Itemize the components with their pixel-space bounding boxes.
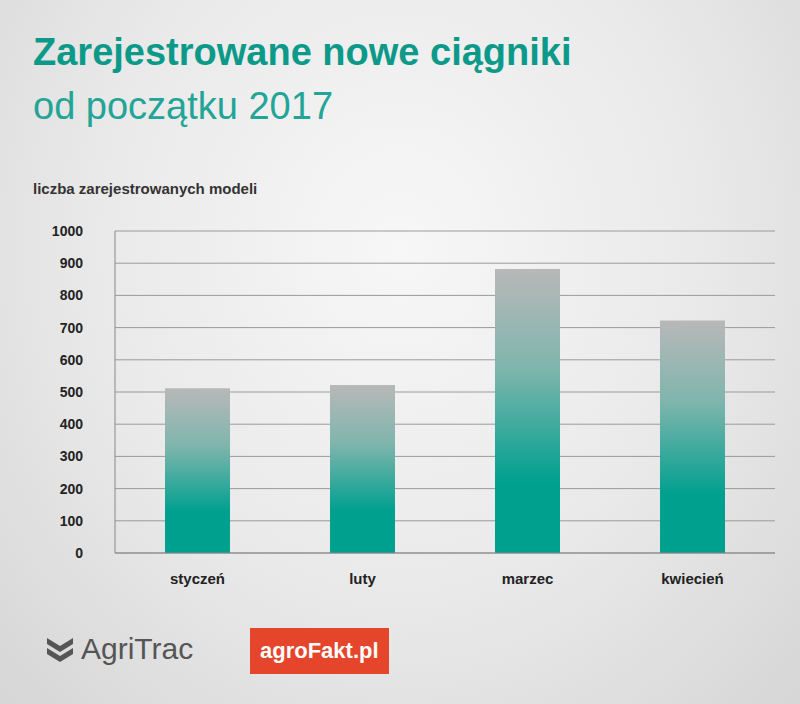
html-text:od początku 2017: od początku 2017 xyxy=(33,85,333,127)
svg-text:300: 300 xyxy=(60,448,84,464)
svg-text:marzec: marzec xyxy=(502,570,554,587)
svg-text:400: 400 xyxy=(60,416,84,432)
html-text:AgriTrac: AgriTrac xyxy=(81,632,194,665)
svg-text:1000: 1000 xyxy=(52,223,83,239)
html-text:Zarejestrowane nowe ciągniki: Zarejestrowane nowe ciągniki xyxy=(33,31,572,73)
html-text:liczba zarejestrowanych modeli: liczba zarejestrowanych modeli xyxy=(33,180,258,197)
svg-text:900: 900 xyxy=(60,255,84,271)
svg-text:500: 500 xyxy=(60,384,84,400)
svg-text:600: 600 xyxy=(60,352,84,368)
svg-text:kwiecień: kwiecień xyxy=(661,570,724,587)
svg-text:luty: luty xyxy=(349,570,376,587)
svg-text:200: 200 xyxy=(60,481,84,497)
svg-text:styczeń: styczeń xyxy=(170,570,225,587)
svg-text:800: 800 xyxy=(60,287,84,303)
svg-text:100: 100 xyxy=(60,513,84,529)
html-text:agroFakt.pl: agroFakt.pl xyxy=(260,638,379,663)
svg-text:0: 0 xyxy=(75,545,83,561)
svg-text:700: 700 xyxy=(60,320,84,336)
